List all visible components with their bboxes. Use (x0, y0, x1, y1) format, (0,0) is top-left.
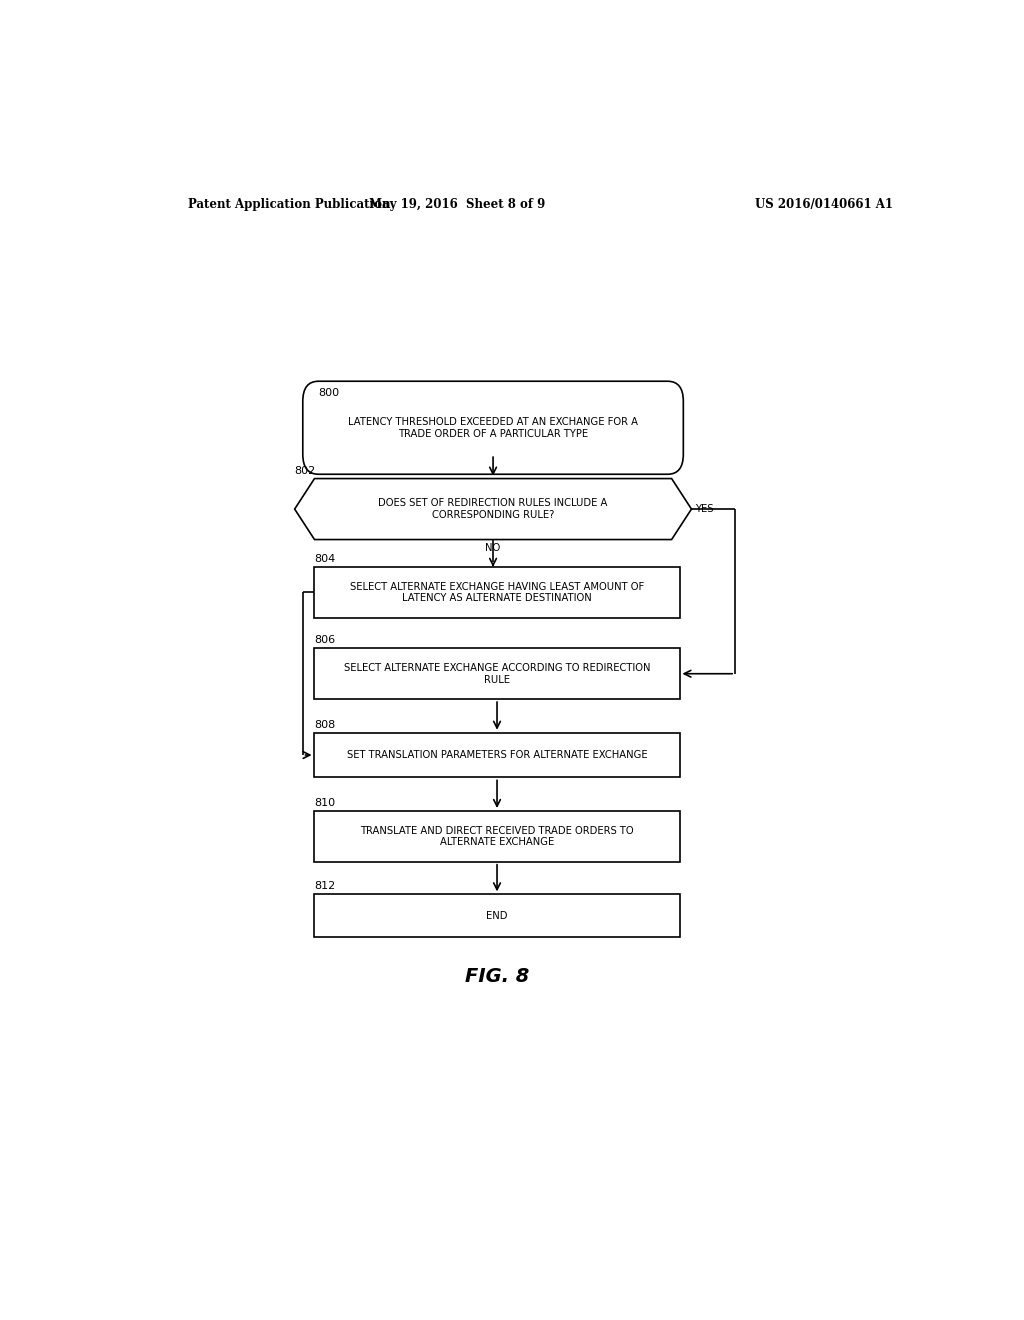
Text: 800: 800 (318, 388, 340, 399)
Text: YES: YES (695, 504, 714, 513)
Text: FIG. 8: FIG. 8 (465, 968, 529, 986)
Text: 806: 806 (314, 635, 336, 645)
Bar (314, 894, 680, 937)
Bar (314, 810, 680, 862)
Text: 812: 812 (314, 882, 336, 891)
Bar (314, 568, 680, 618)
Text: Patent Application Publication: Patent Application Publication (187, 198, 390, 211)
Text: 810: 810 (314, 797, 336, 808)
Polygon shape (295, 479, 691, 540)
Text: LATENCY THRESHOLD EXCEEDED AT AN EXCHANGE FOR A
TRADE ORDER OF A PARTICULAR TYPE: LATENCY THRESHOLD EXCEEDED AT AN EXCHANG… (348, 417, 638, 438)
FancyBboxPatch shape (303, 381, 683, 474)
Text: SELECT ALTERNATE EXCHANGE ACCORDING TO REDIRECTION
RULE: SELECT ALTERNATE EXCHANGE ACCORDING TO R… (344, 663, 650, 685)
Text: DOES SET OF REDIRECTION RULES INCLUDE A
CORRESPONDING RULE?: DOES SET OF REDIRECTION RULES INCLUDE A … (379, 498, 607, 520)
Text: TRANSLATE AND DIRECT RECEIVED TRADE ORDERS TO
ALTERNATE EXCHANGE: TRANSLATE AND DIRECT RECEIVED TRADE ORDE… (360, 825, 634, 847)
Bar (314, 648, 680, 700)
Text: 808: 808 (314, 719, 336, 730)
Text: 802: 802 (295, 466, 316, 475)
Text: SET TRANSLATION PARAMETERS FOR ALTERNATE EXCHANGE: SET TRANSLATION PARAMETERS FOR ALTERNATE… (347, 750, 647, 760)
Text: SELECT ALTERNATE EXCHANGE HAVING LEAST AMOUNT OF
LATENCY AS ALTERNATE DESTINATIO: SELECT ALTERNATE EXCHANGE HAVING LEAST A… (350, 582, 644, 603)
Text: US 2016/0140661 A1: US 2016/0140661 A1 (755, 198, 893, 211)
Text: 804: 804 (314, 554, 336, 564)
Bar (314, 733, 680, 777)
Text: NO: NO (485, 543, 501, 553)
Text: May 19, 2016  Sheet 8 of 9: May 19, 2016 Sheet 8 of 9 (370, 198, 546, 211)
Text: END: END (486, 911, 508, 920)
